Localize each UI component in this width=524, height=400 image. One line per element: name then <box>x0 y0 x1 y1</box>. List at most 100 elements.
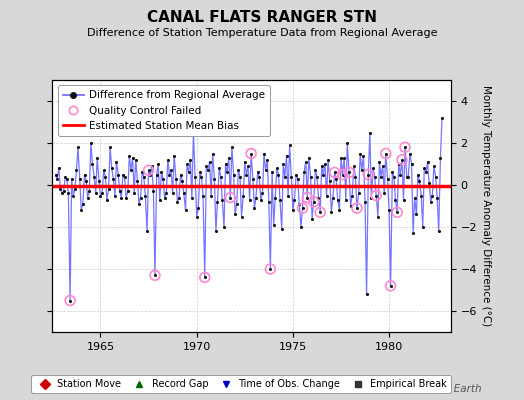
Point <box>66 297 74 304</box>
Point <box>356 150 364 157</box>
Point <box>433 194 441 201</box>
Point <box>145 167 153 174</box>
Point <box>404 174 412 180</box>
Point <box>438 114 446 121</box>
Point <box>218 196 226 203</box>
Point <box>86 140 95 146</box>
Point <box>377 174 385 180</box>
Point <box>135 201 143 207</box>
Point <box>318 163 326 169</box>
Point <box>406 150 414 157</box>
Text: CANAL FLATS RANGER STN: CANAL FLATS RANGER STN <box>147 10 377 25</box>
Point <box>58 190 66 197</box>
Point <box>93 154 102 161</box>
Point <box>149 188 158 194</box>
Point <box>401 144 409 150</box>
Point <box>381 150 390 157</box>
Point <box>124 188 132 194</box>
Point <box>151 272 159 278</box>
Point <box>385 207 394 214</box>
Point <box>314 194 323 201</box>
Point <box>254 169 262 176</box>
Point <box>173 199 182 205</box>
Point <box>364 171 373 178</box>
Point <box>156 196 164 203</box>
Point <box>167 167 176 174</box>
Point <box>239 192 247 199</box>
Point <box>213 199 222 205</box>
Point <box>374 213 382 220</box>
Point <box>59 188 68 194</box>
Point <box>117 194 125 201</box>
Point <box>321 161 329 167</box>
Point <box>148 163 156 169</box>
Point <box>189 129 198 136</box>
Point <box>74 144 82 150</box>
Point <box>220 224 228 230</box>
Point <box>236 174 244 180</box>
Point <box>293 176 302 182</box>
Point <box>278 226 286 232</box>
Point <box>216 174 225 180</box>
Point <box>268 169 276 176</box>
Point <box>313 174 321 180</box>
Point <box>80 171 89 178</box>
Point <box>244 163 252 169</box>
Point <box>430 163 438 169</box>
Point <box>340 154 348 161</box>
Point <box>133 178 141 184</box>
Point <box>95 178 103 184</box>
Point <box>396 171 405 178</box>
Point <box>304 154 313 161</box>
Point <box>92 190 100 197</box>
Point <box>194 205 202 211</box>
Point <box>307 174 315 180</box>
Point <box>88 161 96 167</box>
Point <box>325 178 334 184</box>
Point <box>355 190 363 197</box>
Point <box>53 176 61 182</box>
Point <box>130 190 138 197</box>
Point <box>350 163 358 169</box>
Point <box>79 201 87 207</box>
Point <box>109 176 117 182</box>
Point <box>322 192 331 199</box>
Point <box>54 165 63 171</box>
Point <box>196 169 204 176</box>
Point <box>324 157 332 163</box>
Point <box>391 196 400 203</box>
Point <box>417 192 425 199</box>
Point <box>163 157 172 163</box>
Point <box>410 194 419 201</box>
Point <box>186 157 194 163</box>
Point <box>183 161 191 167</box>
Point <box>170 152 178 159</box>
Point <box>372 192 380 199</box>
Point <box>82 178 90 184</box>
Point <box>226 194 235 201</box>
Point <box>85 188 93 194</box>
Point <box>370 174 379 180</box>
Point <box>436 154 445 161</box>
Point <box>201 274 209 281</box>
Point <box>279 161 288 167</box>
Point <box>77 207 85 214</box>
Point <box>419 224 427 230</box>
Point <box>353 205 361 211</box>
Point <box>175 194 183 201</box>
Point <box>207 192 215 199</box>
Point <box>61 174 70 180</box>
Point <box>114 171 123 178</box>
Point <box>428 192 436 199</box>
Point <box>346 203 355 209</box>
Point <box>96 192 105 199</box>
Point <box>386 283 395 289</box>
Point <box>282 152 291 159</box>
Point <box>303 194 311 201</box>
Point <box>386 283 395 289</box>
Point <box>363 291 371 298</box>
Point <box>298 205 307 211</box>
Point <box>125 152 134 159</box>
Point <box>380 190 388 197</box>
Point <box>107 165 116 171</box>
